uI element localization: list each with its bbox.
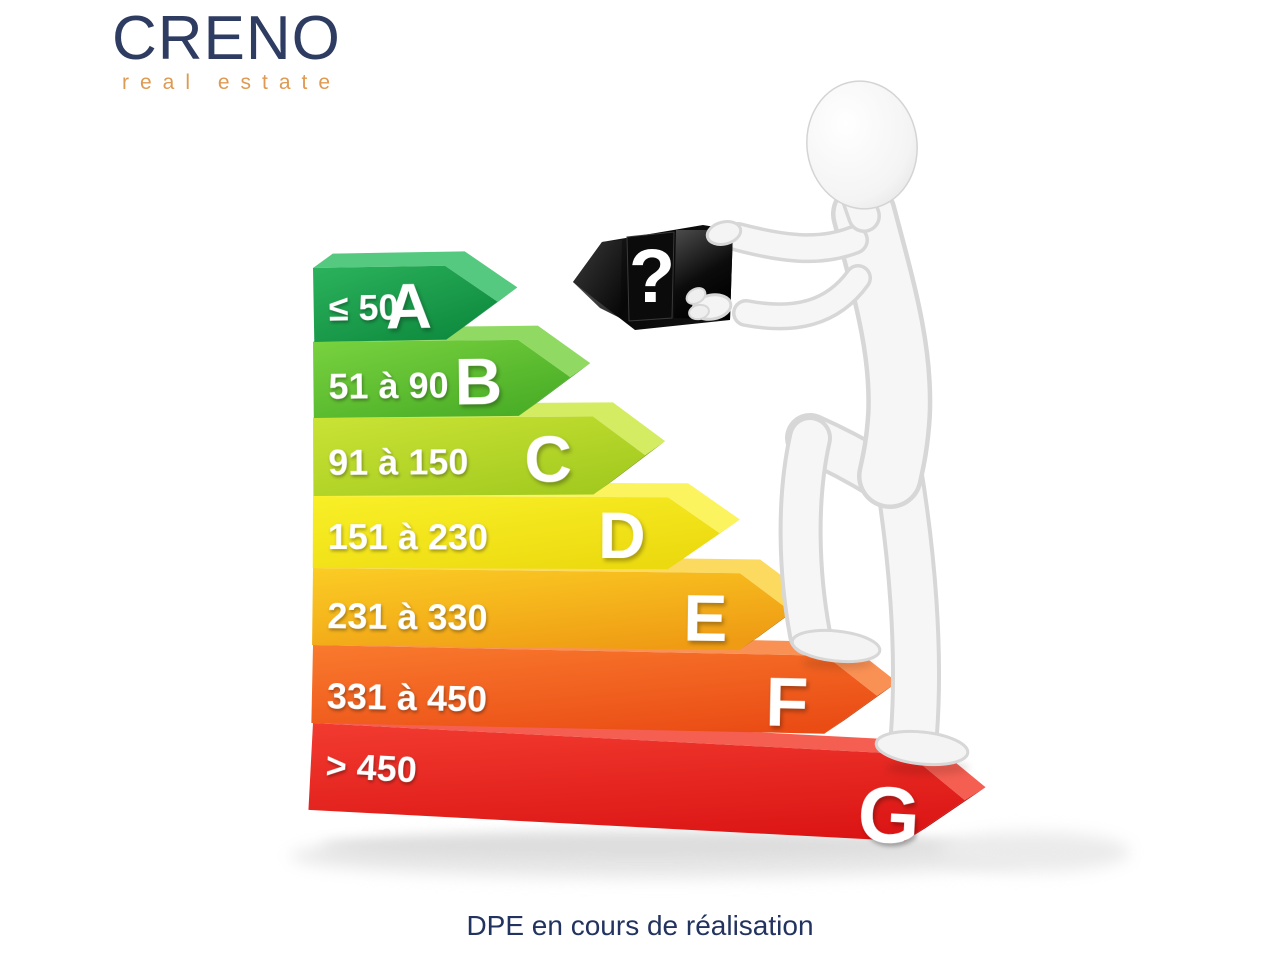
bar-top-face bbox=[313, 251, 518, 302]
bar-face bbox=[313, 339, 571, 418]
bar-face bbox=[312, 496, 720, 570]
bar-face bbox=[308, 723, 965, 842]
bar-face bbox=[311, 645, 878, 734]
range-label-d: 151 à 230 bbox=[328, 516, 488, 558]
range-label-a: ≤ 50 bbox=[328, 287, 399, 329]
upper-hand bbox=[705, 220, 743, 246]
bar-face bbox=[312, 568, 792, 651]
head bbox=[806, 80, 918, 210]
finger bbox=[685, 287, 707, 305]
range-label-f: 331 à 450 bbox=[327, 675, 488, 719]
hands bbox=[685, 220, 743, 321]
bar-top-face bbox=[313, 631, 898, 696]
class-letter-c: C bbox=[524, 422, 572, 496]
bar-side-face bbox=[518, 363, 591, 416]
rear-foot bbox=[874, 729, 970, 767]
class-letter-d: D bbox=[598, 498, 646, 572]
bar-face bbox=[313, 265, 498, 342]
class-letter-b: B bbox=[454, 344, 502, 418]
class-letter-a: A bbox=[385, 270, 432, 343]
creno-logo: CRENO real estate bbox=[112, 6, 341, 95]
bar-side-face bbox=[593, 441, 666, 495]
dpe-bar-f: 331 à 450 F bbox=[311, 631, 898, 741]
front-foot bbox=[790, 628, 882, 664]
class-letter-e: E bbox=[683, 581, 728, 656]
caption-dpe-status: DPE en cours de réalisation bbox=[466, 910, 814, 941]
bar-side-face bbox=[446, 287, 518, 340]
range-label-c: 91 à 150 bbox=[328, 441, 468, 483]
range-label-e: 231 à 330 bbox=[327, 595, 488, 638]
logo-brand-text: CRENO bbox=[112, 4, 341, 73]
class-letter-f: F bbox=[765, 662, 809, 741]
class-letter-g: G bbox=[856, 769, 923, 861]
dpe-bar-b: 51 à 90 B bbox=[313, 325, 591, 419]
question-mark-icon: ? bbox=[629, 234, 675, 319]
range-label-g: > 450 bbox=[325, 745, 418, 791]
box-left-facet bbox=[573, 240, 622, 318]
logo-tagline-text: real estate bbox=[122, 71, 342, 95]
bar-side-face bbox=[904, 787, 986, 842]
dpe-bar-a: ≤ 50 A bbox=[313, 251, 518, 343]
ground-shadow bbox=[290, 832, 1130, 878]
finger bbox=[688, 303, 710, 321]
dpe-bar-e: 231 à 330 E bbox=[312, 554, 812, 656]
bar-side-face bbox=[824, 682, 898, 734]
range-label-b: 51 à 90 bbox=[328, 365, 449, 407]
bar-top-face bbox=[313, 554, 812, 612]
bar-face bbox=[313, 416, 646, 496]
person-3d-figure bbox=[723, 80, 970, 775]
box-front-panel bbox=[626, 231, 675, 322]
